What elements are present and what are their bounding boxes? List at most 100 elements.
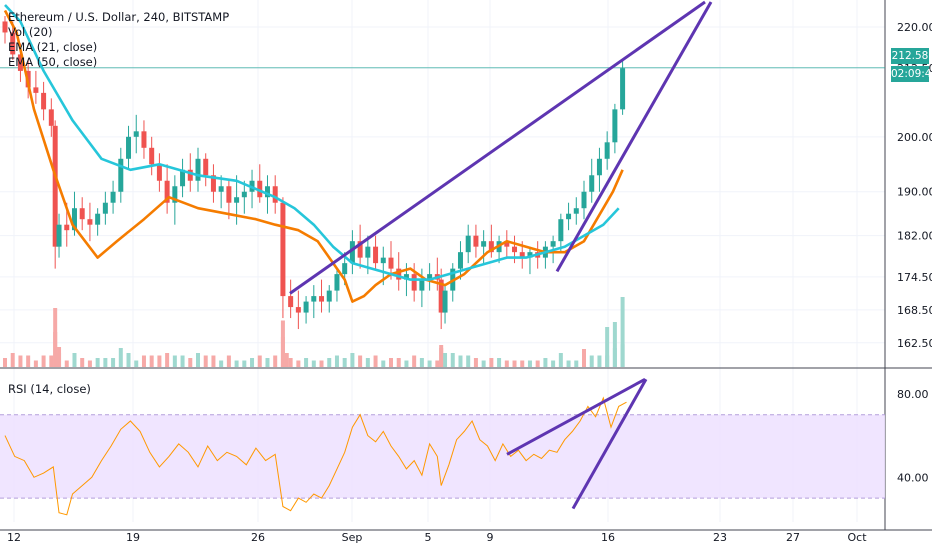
candle-body [311, 296, 317, 302]
price-tick-label: 174.50 [897, 271, 932, 284]
rsi-tick-label: 80.00 [897, 388, 929, 401]
volume-bar [520, 360, 525, 367]
volume-bar [188, 358, 193, 367]
candle-body [288, 296, 294, 308]
candle-body [64, 224, 70, 231]
volume-bar [265, 358, 270, 367]
volume-bar [319, 360, 324, 367]
indicator-ema50-label[interactable]: EMA (50, close) [8, 55, 98, 69]
volume-bar [103, 358, 108, 367]
candle-body [71, 208, 77, 231]
candle-body [442, 290, 448, 313]
candle-body [512, 246, 518, 253]
volume-bar [311, 360, 316, 367]
candle-body [419, 279, 425, 291]
candle-body [180, 169, 186, 187]
rsi-line [4, 396, 627, 516]
price-tick-label: 162.50 [897, 337, 932, 350]
volume-bar [466, 355, 471, 367]
volume-bar [373, 355, 378, 367]
candle-body [102, 202, 108, 214]
candle-body [388, 257, 394, 269]
volume-bar [489, 358, 494, 367]
ema50-line [4, 4, 620, 281]
candle-body [365, 246, 371, 258]
volume-bar [250, 358, 255, 367]
candle-body [596, 158, 602, 176]
symbol-title[interactable]: Ethereum / U.S. Dollar, 240, BITSTAMP [8, 10, 230, 24]
candle-body [149, 147, 155, 165]
volume-bar [10, 353, 15, 367]
candle-body [550, 241, 556, 247]
volume-bar [582, 349, 586, 367]
volume-bar [396, 358, 401, 367]
rsi-legend: RSI (14, close) [8, 382, 91, 397]
candle-body [481, 241, 487, 247]
volume-bar [327, 358, 332, 367]
volume-bar [443, 353, 448, 367]
candle-body [473, 235, 479, 247]
ema21-line [3, 9, 624, 303]
time-tick-label: 23 [713, 531, 727, 544]
volume-bar [497, 358, 502, 367]
volume-bar [612, 322, 617, 367]
volume-bar [280, 337, 285, 367]
candle-body [303, 301, 309, 313]
volume-bar [439, 345, 444, 367]
candle-body [349, 241, 355, 264]
candle-body [218, 186, 224, 192]
candle-body [558, 219, 564, 242]
volume-bar [458, 355, 463, 367]
candle-body [373, 246, 379, 264]
candle-body [620, 68, 626, 110]
candle-body [52, 125, 58, 247]
rsi-title[interactable]: RSI (14, close) [8, 382, 91, 396]
volume-bar [242, 360, 247, 367]
volume-bar [381, 360, 386, 367]
candle-body [195, 158, 201, 181]
rsi-upper-trendline [506, 377, 646, 456]
candle-body [342, 263, 348, 275]
candle-body [396, 268, 402, 280]
candle-body [581, 191, 587, 209]
candle-body [241, 191, 247, 198]
volume-bar [141, 355, 146, 367]
candle-body [210, 175, 216, 192]
rsi-tick-label: 40.00 [897, 471, 929, 484]
volume-bar [196, 353, 200, 367]
candle-body [438, 279, 444, 313]
volume-bar [605, 327, 610, 367]
volume-bar [543, 358, 548, 367]
volume-bar [350, 353, 355, 367]
volume-bar [304, 358, 309, 367]
volume-bar [535, 360, 540, 367]
candle-body [573, 208, 579, 214]
indicator-ema21-label[interactable]: EMA (21, close) [8, 40, 98, 54]
candle-body [295, 307, 301, 313]
candle-body [519, 252, 525, 258]
indicator-volume-label[interactable]: Vol (20) [8, 25, 53, 39]
volume-bar [589, 355, 594, 367]
candle-body [79, 208, 85, 220]
candle-body [141, 131, 147, 148]
volume-bar [165, 353, 170, 367]
time-tick-label: 12 [7, 531, 21, 544]
time-tick-label: 27 [786, 531, 800, 544]
price-tick-label: 182.00 [897, 230, 932, 243]
volume-bar [342, 358, 347, 367]
candle-body [504, 241, 510, 247]
candle-body [56, 224, 62, 247]
bar-countdown-badge: 02:09:47 [891, 66, 932, 82]
candle-body [357, 241, 363, 258]
candle-body [527, 252, 533, 258]
volume-bar [412, 355, 417, 367]
candle-body [126, 136, 132, 159]
volume-bar [87, 360, 92, 367]
volume-bar [53, 332, 58, 367]
volume-bar [219, 360, 224, 367]
volume-bar [172, 355, 177, 367]
candle-body [17, 54, 23, 71]
candle-body [380, 257, 386, 264]
volume-bar [134, 360, 139, 367]
